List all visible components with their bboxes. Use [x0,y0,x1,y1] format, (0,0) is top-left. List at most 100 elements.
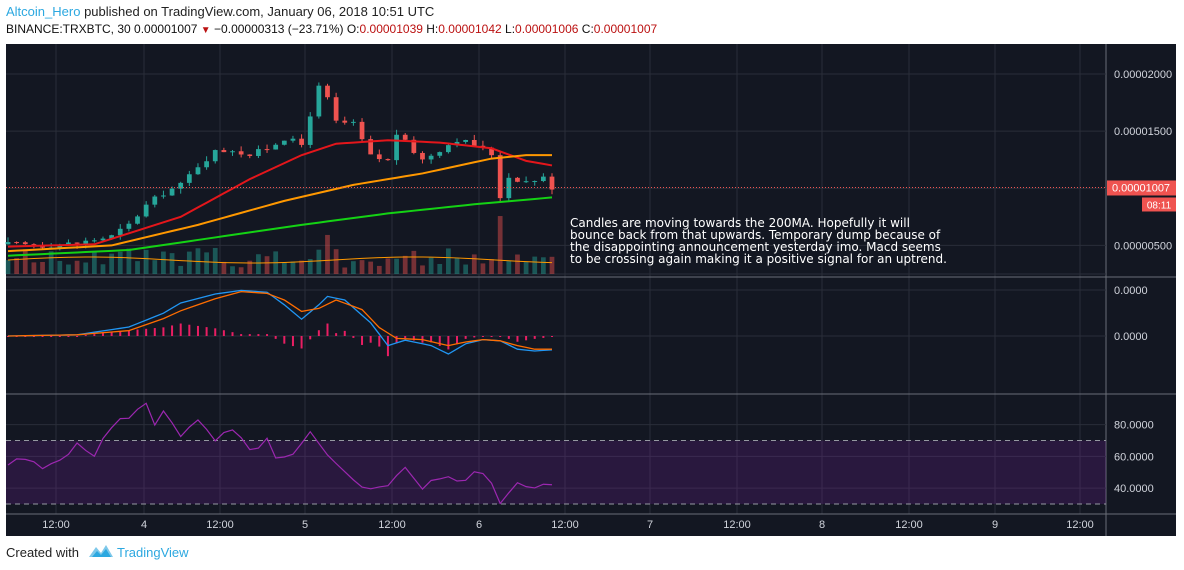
macd-histogram-bar [266,334,269,336]
candles [5,82,555,251]
author-link[interactable]: Altcoin_Hero [6,4,81,19]
candle [299,138,304,145]
macd-histogram-bar [525,336,528,341]
volume-bar [446,248,451,274]
tradingview-logo-icon[interactable] [88,543,114,559]
candle [91,240,97,242]
volume-bar [290,261,296,274]
close-value: 0.00001007 [593,22,658,36]
tradingview-link[interactable]: TradingView [117,545,189,560]
time-tick-label: 4 [141,519,147,531]
volume-bar [428,257,434,274]
volume-bar [247,260,253,274]
macd-histogram-bar [222,330,225,336]
volume-bar [91,252,97,274]
macd-histogram-bar [291,336,294,347]
price-scale[interactable] [1106,44,1176,536]
volume-bar [532,256,538,274]
candle [540,176,546,182]
volume-bar [540,257,546,274]
candle [290,138,296,141]
time-tick-label: 5 [302,519,308,531]
volume-bar [307,259,313,274]
last-price-tag-text: 0.00001007 [1112,182,1170,194]
macd-histogram-bar [317,330,320,336]
volume-bar [221,261,227,274]
price-tick-label: 0.00000500 [1114,240,1172,252]
candle [506,177,512,199]
time-tick-label: 12:00 [42,519,70,531]
candle [178,182,184,189]
macd-histogram-bar [58,336,61,337]
volume-bar [22,249,28,274]
rsi-tick-label: 40.0000 [1114,483,1154,495]
macd-histogram-bar [456,336,459,345]
volume-bar [325,234,330,274]
volume-bar [437,263,443,274]
macd-histogram-bar [188,324,191,336]
macd-histogram-bar [136,329,139,336]
time-tick-label: 9 [992,519,998,531]
macd-histogram-bar [326,323,329,336]
macd-histogram-bar [145,328,148,336]
candle [411,139,417,153]
volume-bar [411,250,417,274]
candle [515,177,520,182]
volume-bar [212,247,218,274]
candle [463,139,469,142]
candle [14,242,20,244]
volume-bar [549,256,555,274]
rsi-tick-label: 60.0000 [1114,451,1154,463]
volume-bar [238,267,244,274]
macd-histogram-bar [76,336,79,337]
ma-line [7,196,553,257]
candle [359,121,365,140]
macd-ticks: 0.0000 0.0000 [1114,285,1148,343]
volume-bars [5,216,555,274]
macd-histogram-bar [162,327,165,336]
annotation-line: bounce back from that upwards. Temporary… [570,228,941,242]
volume-bar [57,260,63,274]
candle [281,140,287,145]
volume-bar [376,265,382,274]
macd-histogram-bar [430,336,433,343]
macd-histogram-bar [119,331,122,336]
candle [40,245,45,248]
open-label: O: [346,22,360,36]
macd-histogram-bar [343,330,346,336]
time-tick-label: 12:00 [206,519,234,531]
macd-histogram-bar [499,336,502,337]
countdown-tag [1142,197,1176,212]
candle [126,223,132,229]
macd-histogram-bar [507,336,510,339]
macd-histogram-bar [205,327,208,336]
candle [394,134,399,161]
candle [437,152,443,156]
macd-histogram-bar [67,336,70,337]
chart-header: Altcoin_Hero published on TradingView.co… [0,0,1184,44]
footer: Created with TradingView [0,536,1184,570]
publish-line: Altcoin_Hero published on TradingView.co… [6,4,434,19]
ma-line [7,139,553,248]
macd-histogram-bar [127,330,130,336]
candle [273,144,279,150]
candle [428,155,434,160]
volume-bar [256,254,261,274]
volume-bar [14,257,20,274]
candle [376,154,382,160]
macd-histogram-bar [231,332,234,336]
volume-bar [169,253,175,274]
countdown-tag-text: 08:11 [1147,200,1172,211]
macd-histogram-bar [93,334,96,336]
candle [549,176,555,190]
candle [497,155,503,199]
candle [316,85,322,117]
candle [169,188,175,196]
macd-histogram-bar [551,336,553,337]
volume-bar [523,261,529,274]
time-ticks: 12:00 4 12:00 5 12:00 6 12:00 7 12:00 8 12:00 9 12:0… [42,519,1094,531]
macd-histogram-bar [309,336,312,340]
volume-bar [66,264,71,274]
macd-histogram-bar [300,336,303,349]
